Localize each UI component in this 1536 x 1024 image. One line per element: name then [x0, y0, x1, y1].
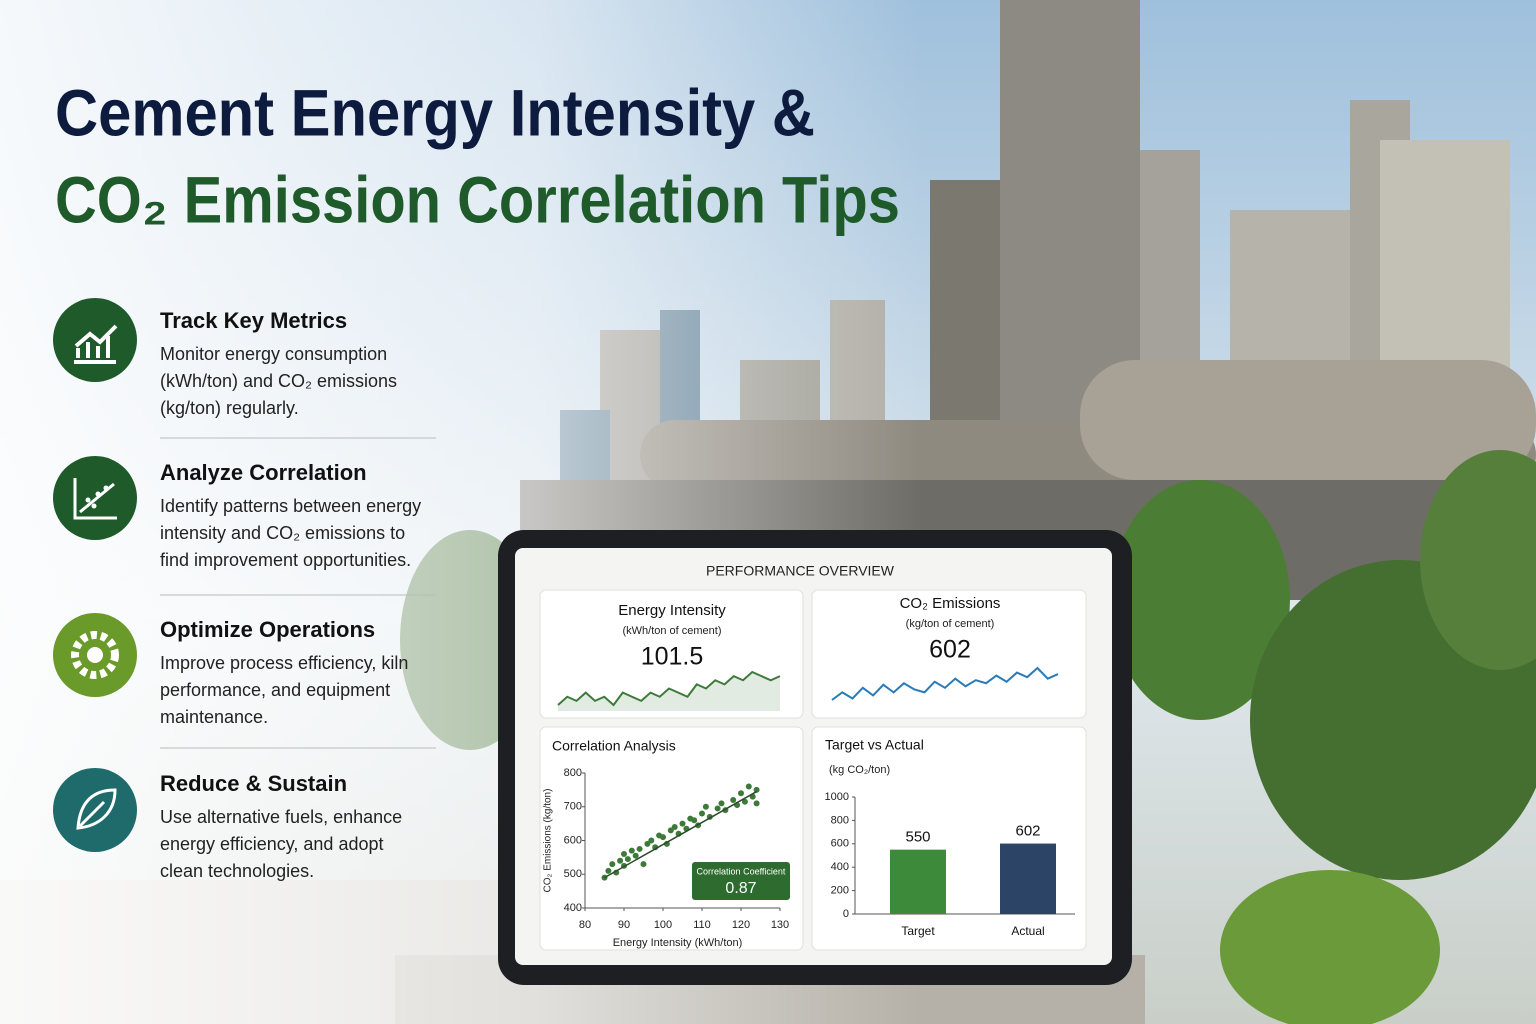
card-subtitle: (kg/ton of cement) [906, 618, 995, 630]
scatter-point [660, 834, 666, 841]
dashboard-heading: PERFORMANCE OVERVIEW [706, 563, 895, 579]
scatter-point [617, 857, 624, 864]
scatter-point [640, 861, 647, 868]
x-tick-label: 80 [579, 919, 591, 931]
tip-text: Use alternative fuels, enhance [160, 807, 402, 827]
scatter-point [667, 827, 674, 834]
chart-title: Correlation Analysis [552, 738, 676, 754]
x-tick-label: 100 [654, 919, 672, 931]
y-tick-label: 400 [564, 902, 582, 914]
tip-text: energy efficiency, and adopt [160, 834, 384, 854]
scatter-point [691, 817, 698, 824]
y-tick-label: 0 [843, 908, 849, 920]
scatter-point [741, 798, 748, 805]
chart-subtitle: (kg CO₂/ton) [829, 764, 890, 776]
x-axis-label: Energy Intensity (kWh/ton) [613, 937, 743, 949]
card-subtitle: (kWh/ton of cement) [622, 625, 721, 637]
scatter-point [702, 803, 709, 810]
tip-title: Reduce & Sustain [160, 771, 347, 796]
tip-title: Track Key Metrics [160, 308, 347, 333]
x-tick-label: Target [901, 924, 935, 938]
scatter-point [714, 805, 721, 812]
tip-text: find improvement opportunities. [160, 550, 411, 570]
card-value: 602 [929, 636, 971, 664]
y-tick-label: 400 [831, 861, 849, 873]
scatter-point [628, 847, 635, 854]
scatter-point [605, 867, 612, 874]
coefficient-value: 0.87 [725, 880, 756, 897]
y-tick-label: 700 [564, 801, 582, 813]
chart-title: Target vs Actual [825, 737, 924, 753]
charts: Energy Intensity (kWh/ton of cement) 101.5… [543, 595, 1075, 949]
scatter-point [632, 852, 639, 859]
sparkline [557, 670, 781, 707]
tip-text: performance, and equipment [160, 680, 390, 700]
coefficient-box [692, 862, 790, 900]
x-tick-label: 120 [732, 919, 750, 931]
tip-text: (kg/ton) regularly. [160, 398, 299, 418]
tip-title: Optimize Operations [160, 617, 375, 642]
title-line: CO₂ Emission Correlation Tips [55, 162, 900, 236]
tip-text: clean technologies. [160, 861, 314, 881]
coefficient-label: Correlation Coefficient [697, 866, 786, 876]
scatter-point [621, 851, 627, 857]
x-tick-label: Actual [1011, 924, 1044, 938]
scatter-point [679, 820, 686, 827]
tip-text: Improve process efficiency, kiln [160, 653, 408, 673]
scatter-point [730, 797, 737, 803]
scatter-point [738, 790, 744, 797]
card-title: Energy Intensity [618, 602, 726, 619]
bar [890, 849, 946, 914]
tip-text: maintenance. [160, 707, 268, 727]
title-line: Cement Energy Intensity & [55, 75, 815, 149]
scatter-point [718, 800, 725, 807]
tip-icons [53, 298, 137, 852]
tip-text: (kWh/ton) and CO₂ emissions [160, 371, 397, 391]
scatter-point [753, 800, 760, 807]
tip-title: Analyze Correlation [160, 460, 367, 485]
y-tick-label: 600 [564, 834, 582, 846]
y-tick-label: 1000 [825, 791, 849, 803]
y-tick-label: 500 [564, 868, 582, 880]
x-tick-label: 110 [693, 919, 711, 931]
y-tick-label: 200 [831, 885, 849, 897]
scatter-point [609, 861, 616, 868]
y-tick-label: 800 [564, 767, 582, 779]
y-axis-label: CO₂ Emissions (kg/ton) [543, 789, 554, 893]
bar [1000, 843, 1056, 914]
scatter-point [753, 786, 760, 793]
sparkline [831, 666, 1059, 701]
bar-value-label: 602 [1015, 823, 1040, 840]
tip-text: intensity and CO₂ emissions to [160, 523, 405, 543]
x-tick-label: 90 [618, 919, 630, 931]
scatter-point [648, 837, 655, 844]
scatter-point [636, 845, 643, 852]
tip-text: Monitor energy consumption [160, 344, 387, 364]
scatter-point [624, 856, 631, 863]
card-value: 101.5 [641, 643, 704, 671]
y-tick-label: 600 [831, 838, 849, 850]
bar-value-label: 550 [905, 829, 930, 846]
tip-separators [160, 437, 436, 749]
sparkline-area [558, 672, 780, 711]
card-title: CO₂ Emissions [900, 595, 1001, 612]
trend-line [604, 790, 757, 879]
scatter-point [644, 840, 651, 847]
scatter-point [699, 810, 705, 817]
scatter-point [745, 783, 752, 790]
x-tick-label: 130 [771, 919, 789, 931]
tips: Track Key Metrics Monitor energy consumpt… [160, 308, 421, 881]
scatter-point [671, 824, 678, 830]
tip-text: Identify patterns between energy [160, 496, 421, 516]
y-tick-label: 800 [831, 814, 849, 826]
